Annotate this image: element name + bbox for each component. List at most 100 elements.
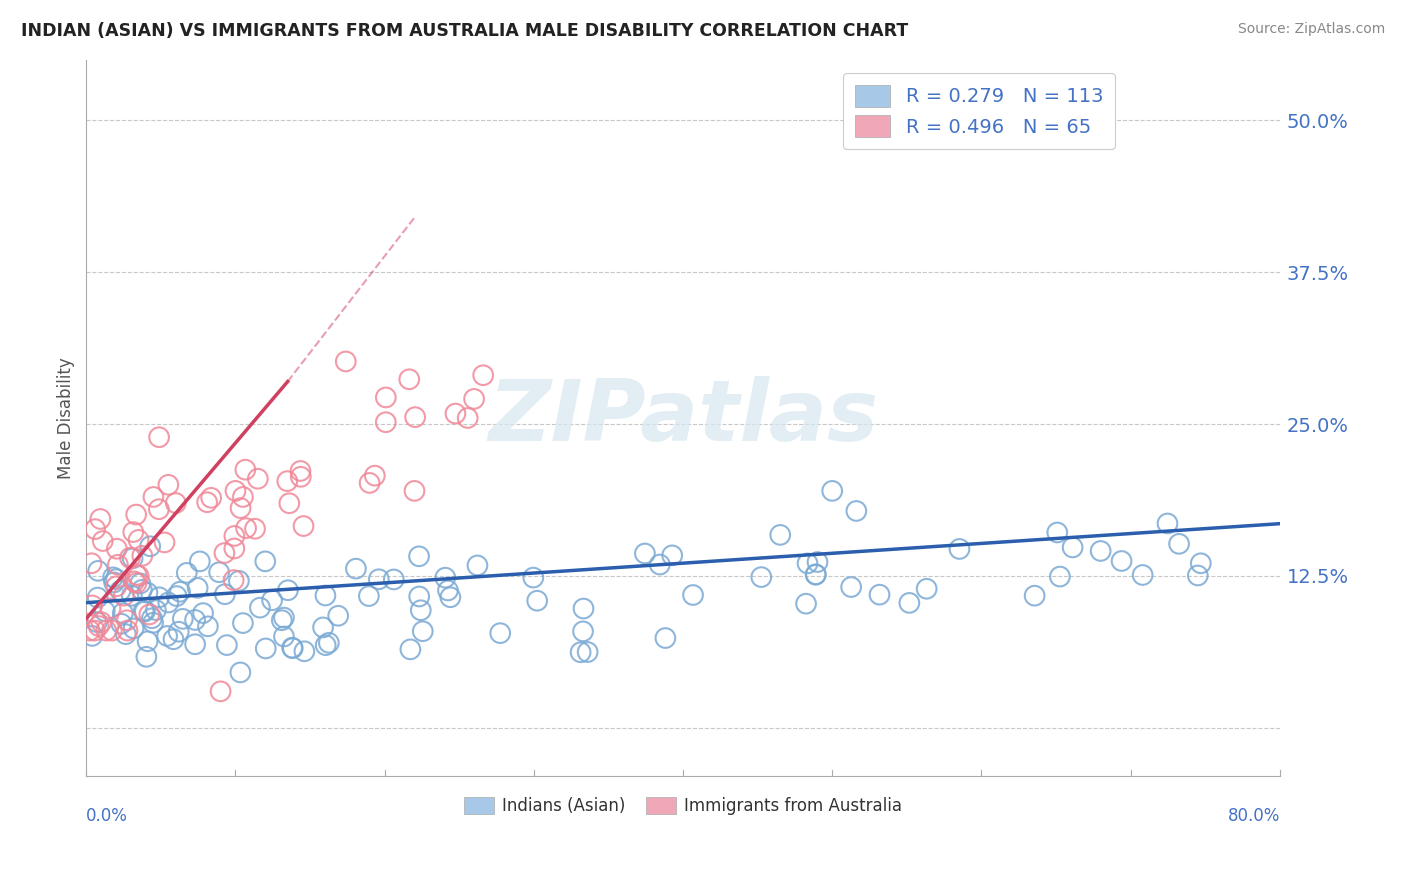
Point (1062, 541, 1084, 555)
Point (214, 587, 236, 601)
Point (804, 567, 827, 582)
Point (654, 631, 676, 645)
Point (132, 604, 155, 618)
Point (83, 624, 105, 638)
Point (125, 567, 148, 582)
Point (96, 624, 118, 638)
Point (122, 574, 145, 589)
Point (749, 570, 772, 584)
Point (1187, 568, 1209, 582)
Point (254, 554, 277, 568)
Point (121, 589, 143, 603)
Point (408, 590, 430, 604)
Point (312, 620, 335, 634)
Point (107, 558, 129, 572)
Point (1046, 525, 1069, 540)
Point (157, 595, 180, 609)
Point (105, 579, 128, 593)
Point (399, 642, 422, 657)
Point (84, 522, 107, 536)
Point (121, 551, 143, 566)
Point (463, 392, 485, 406)
Point (270, 613, 292, 627)
Point (232, 616, 254, 631)
Point (172, 612, 194, 626)
Y-axis label: Male Disability: Male Disability (58, 357, 75, 479)
Point (292, 644, 315, 658)
Point (409, 603, 432, 617)
Point (86, 615, 108, 629)
Point (87, 564, 110, 578)
Point (195, 495, 218, 509)
Point (444, 407, 467, 421)
Point (184, 613, 207, 627)
Point (101, 570, 124, 584)
Point (82, 629, 104, 643)
Point (136, 586, 159, 600)
Point (804, 567, 827, 582)
Point (197, 619, 219, 633)
Point (139, 539, 162, 553)
Point (191, 606, 214, 620)
Point (915, 582, 938, 596)
Point (281, 641, 304, 656)
Text: ZIPatlas: ZIPatlas (488, 376, 879, 459)
Point (122, 621, 145, 635)
Point (148, 502, 170, 516)
Point (224, 541, 246, 556)
Point (948, 541, 970, 556)
Point (472, 368, 495, 383)
Point (142, 490, 165, 504)
Point (224, 529, 246, 543)
Point (526, 593, 548, 607)
Point (117, 624, 139, 638)
Point (412, 624, 434, 639)
Point (634, 547, 657, 561)
Point (215, 638, 238, 652)
Point (281, 640, 304, 655)
Legend: Indians (Asian), Immigrants from Australia: Indians (Asian), Immigrants from Austral… (457, 790, 908, 822)
Point (229, 665, 252, 680)
Point (208, 566, 231, 580)
Point (1049, 569, 1071, 583)
Point (153, 535, 176, 549)
Point (131, 582, 153, 597)
Point (157, 478, 180, 492)
Point (437, 583, 460, 598)
Point (569, 645, 592, 659)
Point (1090, 544, 1112, 558)
Point (262, 593, 284, 607)
Point (235, 521, 257, 535)
Point (1189, 556, 1212, 570)
Point (359, 475, 381, 490)
Point (290, 470, 312, 484)
Point (1024, 589, 1046, 603)
Point (408, 549, 430, 564)
Point (367, 572, 389, 586)
Point (273, 610, 295, 624)
Point (89, 512, 111, 526)
Point (315, 638, 337, 652)
Text: INDIAN (ASIAN) VS IMMIGRANTS FROM AUSTRALIA MALE DISABILITY CORRELATION CHART: INDIAN (ASIAN) VS IMMIGRANTS FROM AUSTRA… (21, 22, 908, 40)
Point (111, 606, 134, 620)
Point (142, 615, 165, 630)
Point (869, 588, 891, 602)
Point (101, 624, 124, 638)
Point (110, 583, 132, 598)
Text: Source: ZipAtlas.com: Source: ZipAtlas.com (1237, 22, 1385, 37)
Point (91, 534, 114, 549)
Point (105, 541, 128, 556)
Point (292, 519, 315, 533)
Point (115, 613, 138, 627)
Point (522, 571, 544, 585)
Point (110, 616, 132, 631)
Point (434, 571, 457, 585)
Point (328, 608, 350, 623)
Point (576, 645, 599, 659)
Point (276, 474, 298, 488)
Point (648, 558, 671, 572)
Point (148, 591, 170, 605)
Point (318, 636, 340, 650)
Point (769, 528, 792, 542)
Point (254, 641, 277, 656)
